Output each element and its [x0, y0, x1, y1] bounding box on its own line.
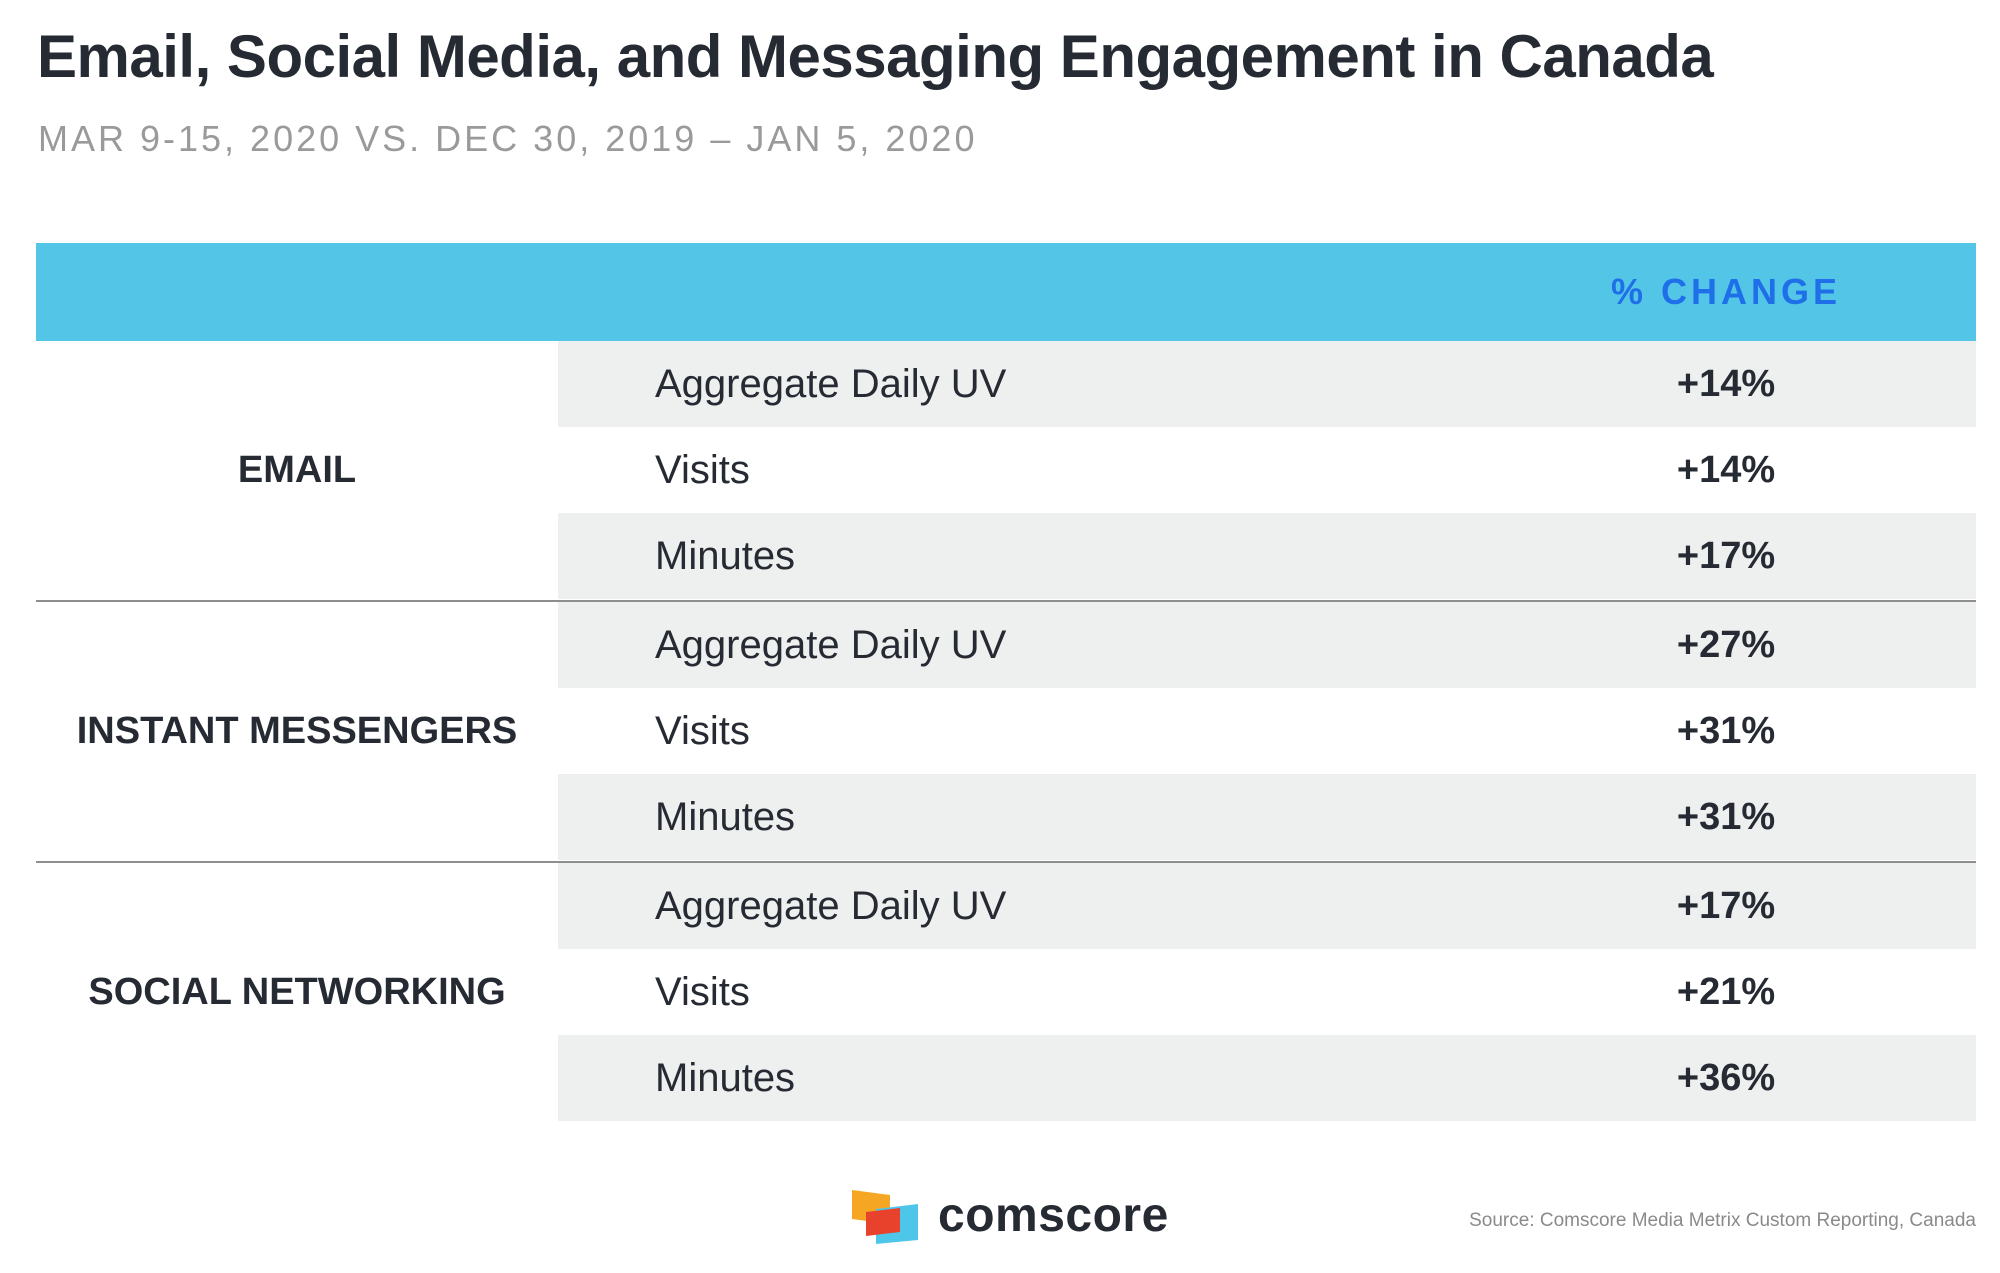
- table-group-social-networking: SOCIAL NETWORKING Aggregate Daily UV +17% V…: [36, 861, 1976, 1122]
- group-label: EMAIL: [237, 449, 357, 491]
- chart-subtitle: MAR 9-15, 2020 VS. DEC 30, 2019 – JAN 5,…: [38, 118, 978, 159]
- group-label: INSTANT MESSENGERS: [76, 710, 518, 752]
- metric-label: Visits: [655, 709, 750, 753]
- table-row: Visits +14%: [558, 427, 1976, 513]
- table-row: Visits +21%: [558, 949, 1976, 1035]
- percent-change-value: +14%: [1676, 449, 1776, 491]
- group-rows: Aggregate Daily UV +14% Visits +14% Minutes +…: [558, 341, 1976, 599]
- table-group-instant-messengers: INSTANT MESSENGERS Aggregate Daily UV +27%…: [36, 600, 1976, 861]
- percent-change-value: +27%: [1676, 624, 1776, 666]
- metric-label: Aggregate Daily UV: [655, 623, 1007, 667]
- table-row: Minutes +31%: [558, 774, 1976, 860]
- metric-label: Minutes: [655, 795, 796, 839]
- percent-change-value: +14%: [1676, 363, 1776, 405]
- percent-change-value: +17%: [1676, 535, 1776, 577]
- percent-change-value: +31%: [1676, 796, 1776, 838]
- percent-change-value: +31%: [1676, 710, 1776, 752]
- metric-label: Aggregate Daily UV: [655, 362, 1007, 406]
- percent-change-value: +17%: [1676, 885, 1776, 927]
- column-header-percent-change: % CHANGE: [1610, 271, 1842, 312]
- table-row: Aggregate Daily UV +14%: [558, 341, 1976, 427]
- table-group-email: EMAIL Aggregate Daily UV +14% Visits +14% Min…: [36, 341, 1976, 600]
- logo-red-panel: [866, 1208, 900, 1236]
- metric-label: Aggregate Daily UV: [655, 884, 1007, 928]
- group-label: SOCIAL NETWORKING: [88, 971, 506, 1013]
- table-row: Minutes +36%: [558, 1035, 1976, 1121]
- group-rows: Aggregate Daily UV +27% Visits +31% Minutes +…: [558, 602, 1976, 860]
- metric-label: Visits: [655, 448, 750, 492]
- source-note: Source: Comscore Media Metrix Custom Rep…: [1469, 1210, 1976, 1231]
- table-row: Visits +31%: [558, 688, 1976, 774]
- metric-label: Minutes: [655, 1056, 796, 1100]
- table-row: Minutes +17%: [558, 513, 1976, 599]
- metric-label: Visits: [655, 970, 750, 1014]
- table-row: Aggregate Daily UV +27%: [558, 602, 1976, 688]
- table-header: % CHANGE: [36, 243, 1976, 341]
- data-table: % CHANGE EMAIL Aggregate Daily UV +14% Visi…: [36, 243, 1976, 1122]
- table-row: Aggregate Daily UV +17%: [558, 863, 1976, 949]
- table-body: EMAIL Aggregate Daily UV +14% Visits +14% Min…: [36, 341, 1976, 1122]
- brand-name: comscore: [938, 1189, 1169, 1242]
- percent-change-value: +36%: [1676, 1057, 1776, 1099]
- chart-title: Email, Social Media, and Messaging Engag…: [37, 23, 1714, 90]
- group-rows: Aggregate Daily UV +17% Visits +21% Minutes +…: [558, 863, 1976, 1121]
- comscore-logo-icon: [852, 1190, 918, 1244]
- percent-change-value: +21%: [1676, 971, 1776, 1013]
- metric-label: Minutes: [655, 534, 796, 578]
